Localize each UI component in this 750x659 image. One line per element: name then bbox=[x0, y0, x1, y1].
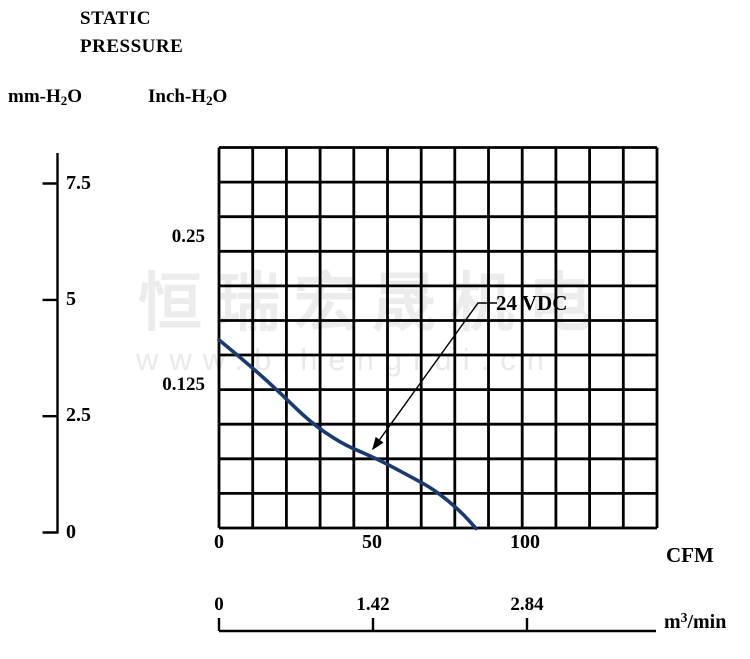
grid-lines bbox=[217, 146, 659, 530]
y-axis-unit-mm-h2o: mm-H2O bbox=[8, 86, 82, 109]
m3min-tick-1-42: 1.42 bbox=[356, 594, 390, 615]
y-axis-mm-line bbox=[42, 153, 59, 534]
y-tick-5: 5 bbox=[66, 287, 76, 310]
m3-unit-superscript: 3 bbox=[680, 610, 688, 625]
chart-title: STATIC PRESSURE bbox=[80, 5, 183, 61]
chart-title-line1: STATIC bbox=[80, 8, 151, 29]
cfm-tick-50: 50 bbox=[362, 531, 382, 553]
x-axis-secondary-unit-m3min: m3/min bbox=[664, 610, 726, 634]
y-axis-unit-inch-h2o: Inch-H2O bbox=[148, 86, 227, 109]
cfm-tick-0: 0 bbox=[214, 531, 224, 553]
series-annotation-24vdc: 24 VDC bbox=[496, 291, 568, 315]
y-tick-0: 0 bbox=[66, 520, 76, 543]
inch-unit-text: Inch-H bbox=[148, 86, 207, 107]
y-tick-2-5: 2.5 bbox=[66, 404, 91, 427]
m3min-tick-0: 0 bbox=[214, 594, 224, 615]
annotation-leader-line bbox=[379, 302, 497, 441]
performance-curve-24vdc bbox=[217, 338, 478, 531]
x-axis-unit-cfm: CFM bbox=[666, 543, 714, 567]
mm-unit-subscript: 2 bbox=[60, 92, 68, 108]
y-tick-7-5: 7.5 bbox=[66, 171, 91, 194]
inch-tick-0-125: 0.125 bbox=[162, 373, 205, 395]
inch-unit-text-end: O bbox=[212, 86, 228, 107]
chart-title-line2: PRESSURE bbox=[80, 36, 184, 57]
watermark-url-text: www.bihengrui.cn bbox=[136, 342, 555, 377]
m3min-axis-line bbox=[217, 618, 656, 633]
inch-tick-0-25: 0.25 bbox=[171, 226, 205, 248]
mm-unit-text-end: O bbox=[67, 86, 82, 107]
cfm-tick-100: 100 bbox=[510, 531, 540, 553]
inch-unit-subscript: 2 bbox=[206, 92, 213, 108]
watermark-company-text: 恒瑞宏晟机电 bbox=[138, 267, 606, 339]
m3-unit-text: m bbox=[664, 611, 681, 634]
m3min-tick-2-84: 2.84 bbox=[510, 594, 544, 615]
mm-unit-text: mm-H bbox=[8, 86, 61, 107]
annotation-arrowhead bbox=[372, 436, 384, 451]
m3-unit-text-end: /min bbox=[687, 611, 727, 634]
